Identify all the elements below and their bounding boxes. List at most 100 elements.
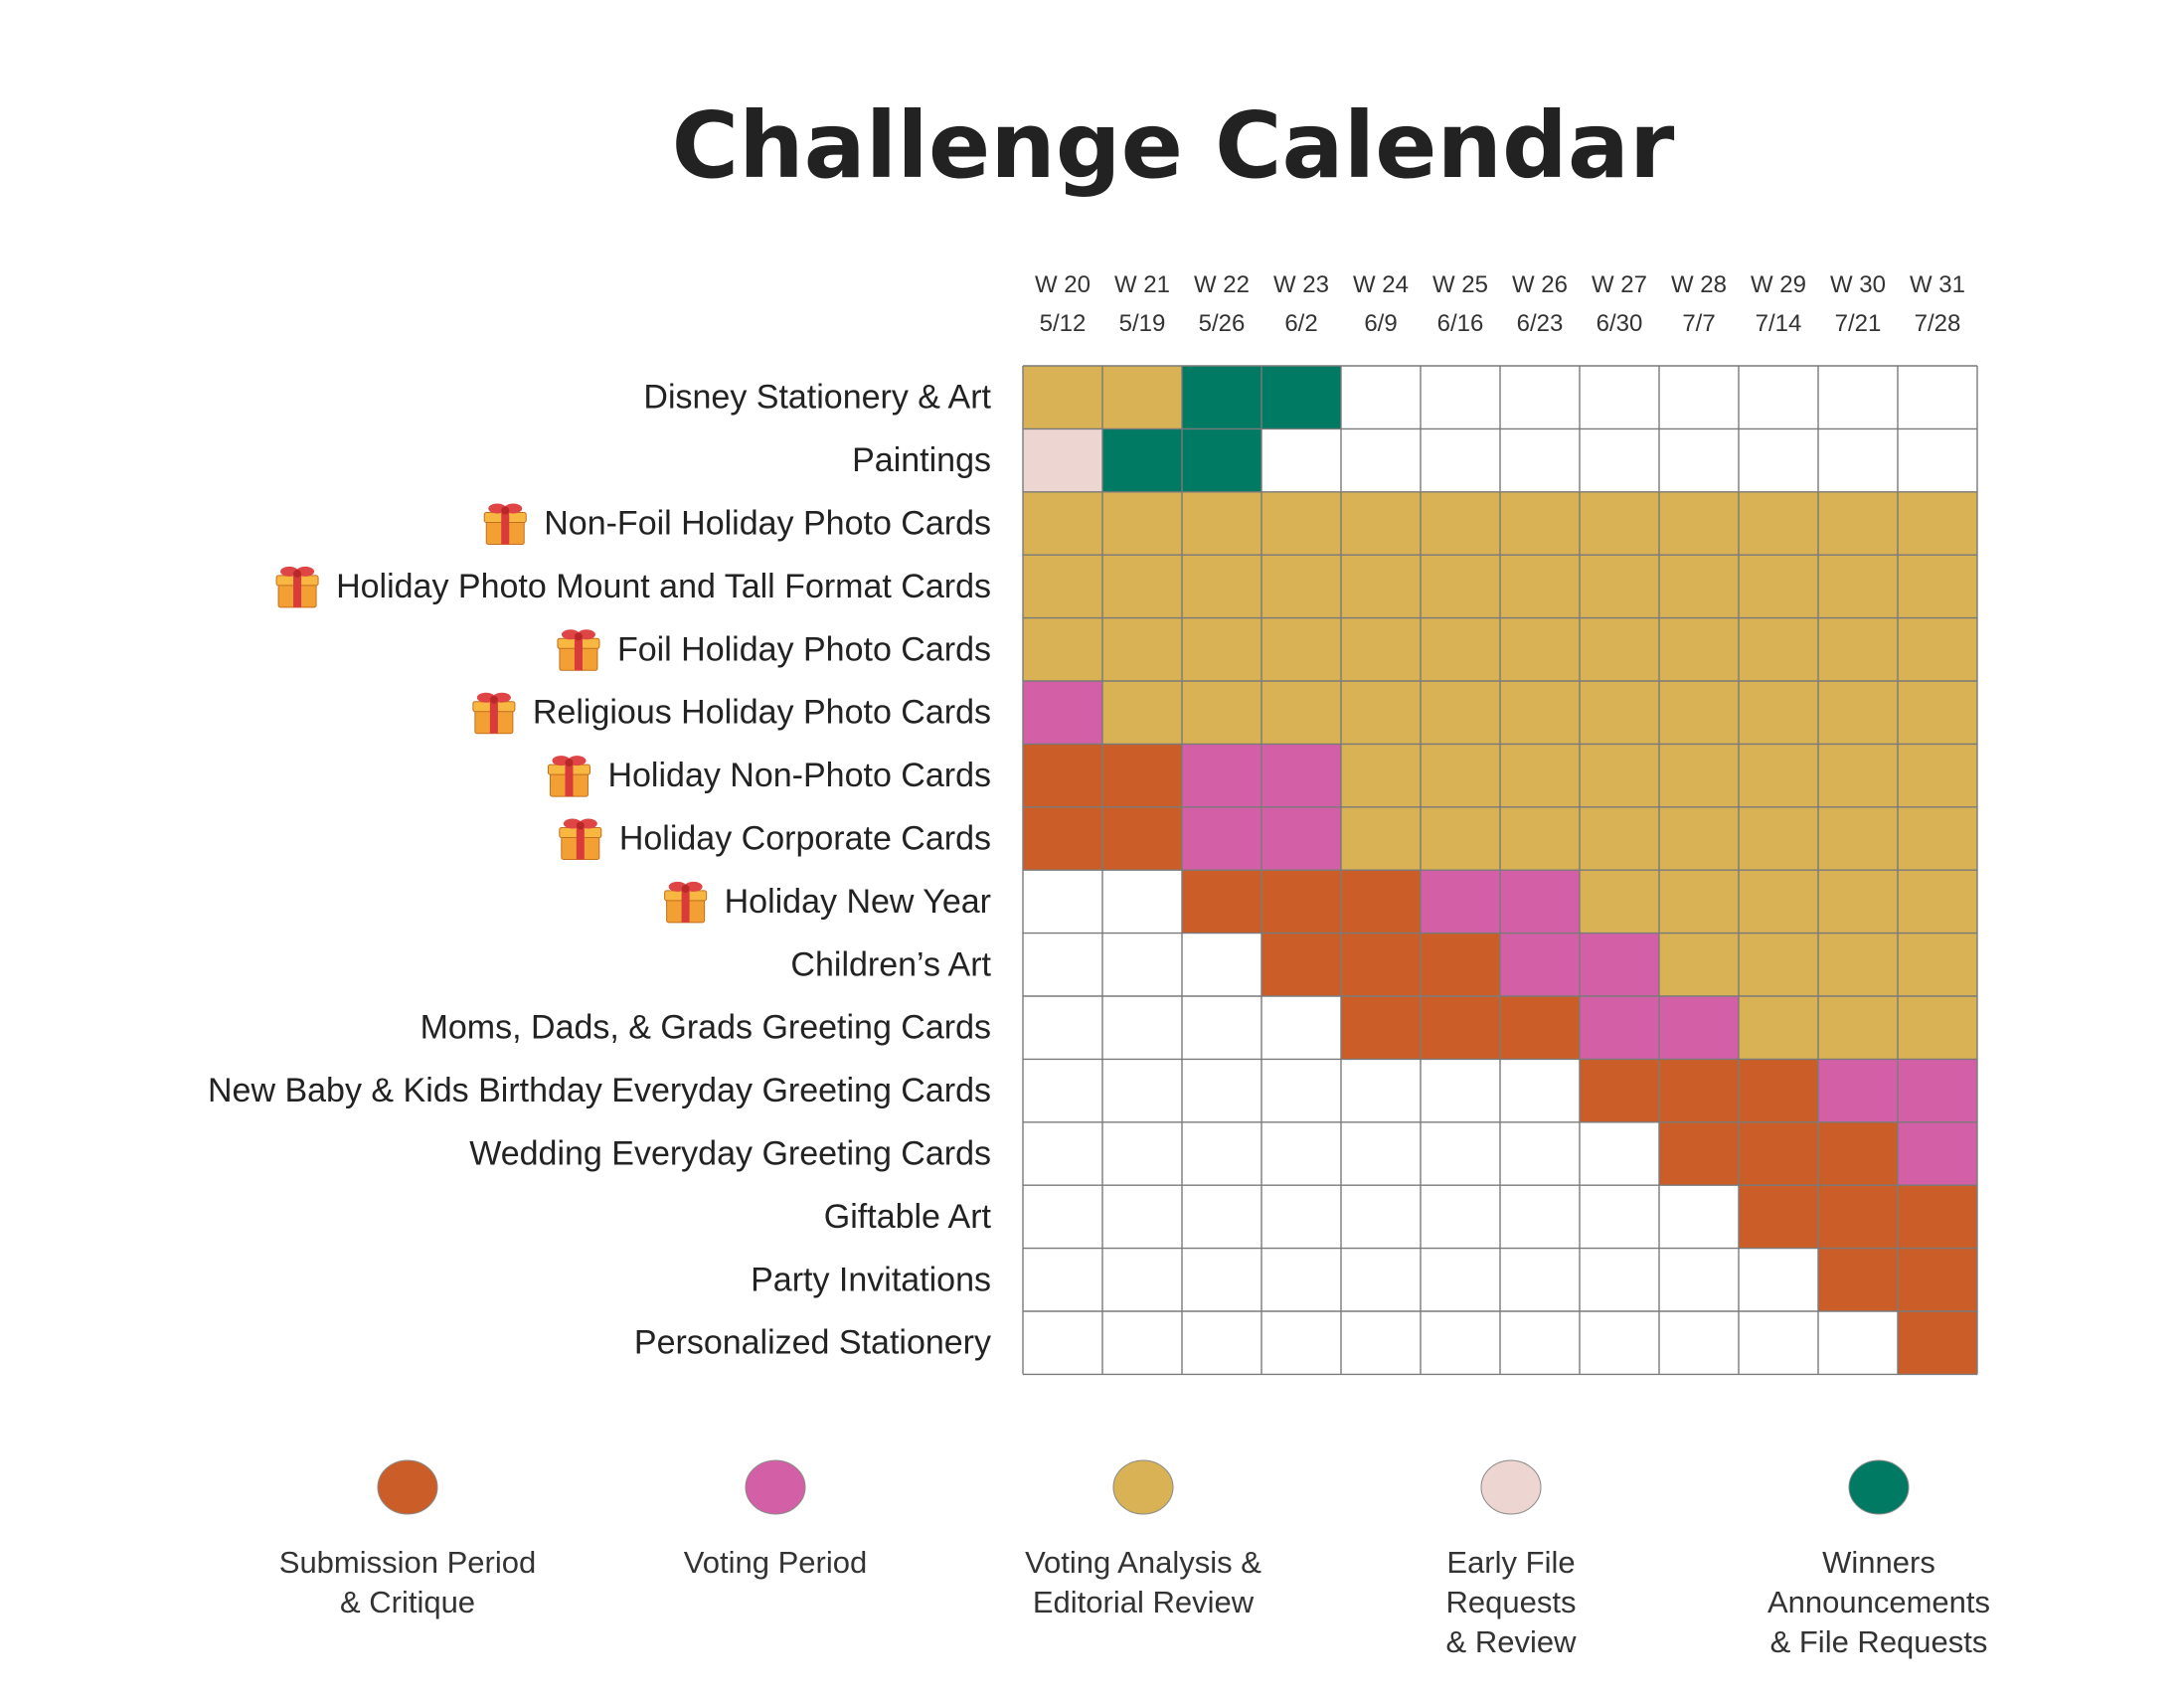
cell-r6-c9 xyxy=(1739,744,1818,807)
legend-label: Voting Analysis & Editorial Review xyxy=(1025,1545,1261,1619)
cell-r5-c9 xyxy=(1739,681,1818,745)
cell-r4-c5 xyxy=(1421,617,1500,681)
cell-r8-c3 xyxy=(1261,870,1341,934)
cell-r12-c11 xyxy=(1898,1121,1977,1186)
cell-r1-c3 xyxy=(1261,428,1341,492)
cell-r11-c4 xyxy=(1341,1059,1421,1122)
cell-r15-c4 xyxy=(1341,1311,1421,1375)
cell-r13-c3 xyxy=(1261,1185,1341,1249)
legend-label: Submission Period & Critique xyxy=(279,1545,536,1619)
cell-r14-c10 xyxy=(1818,1248,1898,1311)
cell-r8-c6 xyxy=(1500,870,1580,934)
cell-r3-c5 xyxy=(1421,555,1500,618)
cell-r12-c1 xyxy=(1102,1121,1182,1186)
cell-r6-c0 xyxy=(1023,744,1102,807)
legend-swatch xyxy=(1112,1459,1174,1515)
gift-icon xyxy=(472,692,516,735)
cell-r9-c8 xyxy=(1659,933,1739,996)
cell-r7-c2 xyxy=(1182,806,1261,871)
cell-r12-c8 xyxy=(1659,1121,1739,1186)
cell-r8-c9 xyxy=(1739,870,1818,934)
cell-r3-c1 xyxy=(1102,555,1182,618)
cell-r3-c0 xyxy=(1023,555,1102,618)
date-label: 6/9 xyxy=(1364,310,1397,337)
cell-r6-c6 xyxy=(1500,744,1580,807)
gift-icon xyxy=(664,881,708,924)
cell-r0-c10 xyxy=(1818,366,1898,429)
legend-label: Voting Period xyxy=(684,1545,867,1580)
cell-r2-c1 xyxy=(1102,491,1182,556)
cell-r6-c1 xyxy=(1102,744,1182,807)
cell-r9-c2 xyxy=(1182,933,1261,996)
gift-icon xyxy=(275,566,319,608)
cell-r1-c6 xyxy=(1500,428,1580,492)
cell-r10-c3 xyxy=(1261,996,1341,1060)
date-label: 6/2 xyxy=(1284,310,1317,337)
cell-r5-c10 xyxy=(1818,681,1898,745)
gift-icon xyxy=(557,629,600,671)
cell-r5-c7 xyxy=(1580,681,1659,745)
cell-r1-c10 xyxy=(1818,428,1898,492)
row-label: Non-Foil Holiday Photo Cards xyxy=(544,505,991,543)
cell-r10-c5 xyxy=(1421,996,1500,1060)
cell-r3-c4 xyxy=(1341,555,1421,618)
cell-r10-c9 xyxy=(1739,996,1818,1060)
week-label: W 22 xyxy=(1194,271,1250,298)
cell-r11-c7 xyxy=(1580,1059,1659,1122)
row-label: Holiday Corporate Cards xyxy=(619,820,991,858)
cell-r4-c1 xyxy=(1102,617,1182,681)
cell-r14-c5 xyxy=(1421,1248,1500,1311)
cell-r2-c10 xyxy=(1818,491,1898,556)
cell-r10-c4 xyxy=(1341,996,1421,1060)
cell-r2-c2 xyxy=(1182,491,1261,556)
cell-r15-c11 xyxy=(1898,1311,1977,1375)
cell-r1-c1 xyxy=(1102,428,1182,492)
cell-r4-c11 xyxy=(1898,617,1977,681)
cell-r11-c2 xyxy=(1182,1059,1261,1122)
cell-r0-c2 xyxy=(1182,366,1261,429)
cell-r11-c6 xyxy=(1500,1059,1580,1122)
row-labels: Disney Stationery & Art Paintings Non-Foil… xyxy=(208,379,992,1362)
row-label: Foil Holiday Photo Cards xyxy=(617,630,991,668)
cell-r10-c0 xyxy=(1023,996,1102,1060)
cell-r2-c0 xyxy=(1023,491,1102,556)
cell-r11-c8 xyxy=(1659,1059,1739,1122)
cell-r3-c11 xyxy=(1898,555,1977,618)
cell-r7-c3 xyxy=(1261,806,1341,871)
row-label: Moms, Dads, & Grads Greeting Cards xyxy=(420,1009,991,1047)
cell-r4-c2 xyxy=(1182,617,1261,681)
cell-r4-c3 xyxy=(1261,617,1341,681)
cell-r1-c4 xyxy=(1341,428,1421,492)
cell-r0-c11 xyxy=(1898,366,1977,429)
legend-swatch xyxy=(745,1459,806,1515)
chart-title: Challenge Calendar xyxy=(672,92,1675,199)
cell-r11-c9 xyxy=(1739,1059,1818,1122)
cell-r2-c4 xyxy=(1341,491,1421,556)
cell-r4-c6 xyxy=(1500,617,1580,681)
cell-r5-c0 xyxy=(1023,681,1102,745)
cell-r10-c10 xyxy=(1818,996,1898,1060)
cell-r1-c0 xyxy=(1023,428,1102,492)
cell-r9-c4 xyxy=(1341,933,1421,996)
cell-r9-c1 xyxy=(1102,933,1182,996)
cell-r0-c7 xyxy=(1580,366,1659,429)
cell-r13-c0 xyxy=(1023,1185,1102,1249)
cell-r15-c7 xyxy=(1580,1311,1659,1375)
cell-r0-c4 xyxy=(1341,366,1421,429)
cell-r2-c8 xyxy=(1659,491,1739,556)
cell-r9-c5 xyxy=(1421,933,1500,996)
gift-icon xyxy=(483,503,527,545)
cell-r8-c7 xyxy=(1580,870,1659,934)
week-label: W 27 xyxy=(1592,271,1647,298)
cell-r13-c8 xyxy=(1659,1185,1739,1249)
cell-r3-c3 xyxy=(1261,555,1341,618)
cell-r9-c10 xyxy=(1818,933,1898,996)
cell-r9-c7 xyxy=(1580,933,1659,996)
cell-r8-c2 xyxy=(1182,870,1261,934)
cell-r8-c11 xyxy=(1898,870,1977,934)
cell-r13-c11 xyxy=(1898,1185,1977,1249)
date-label: 6/23 xyxy=(1517,310,1564,337)
cell-r15-c2 xyxy=(1182,1311,1261,1375)
cell-r7-c1 xyxy=(1102,806,1182,871)
cell-r11-c1 xyxy=(1102,1059,1182,1122)
